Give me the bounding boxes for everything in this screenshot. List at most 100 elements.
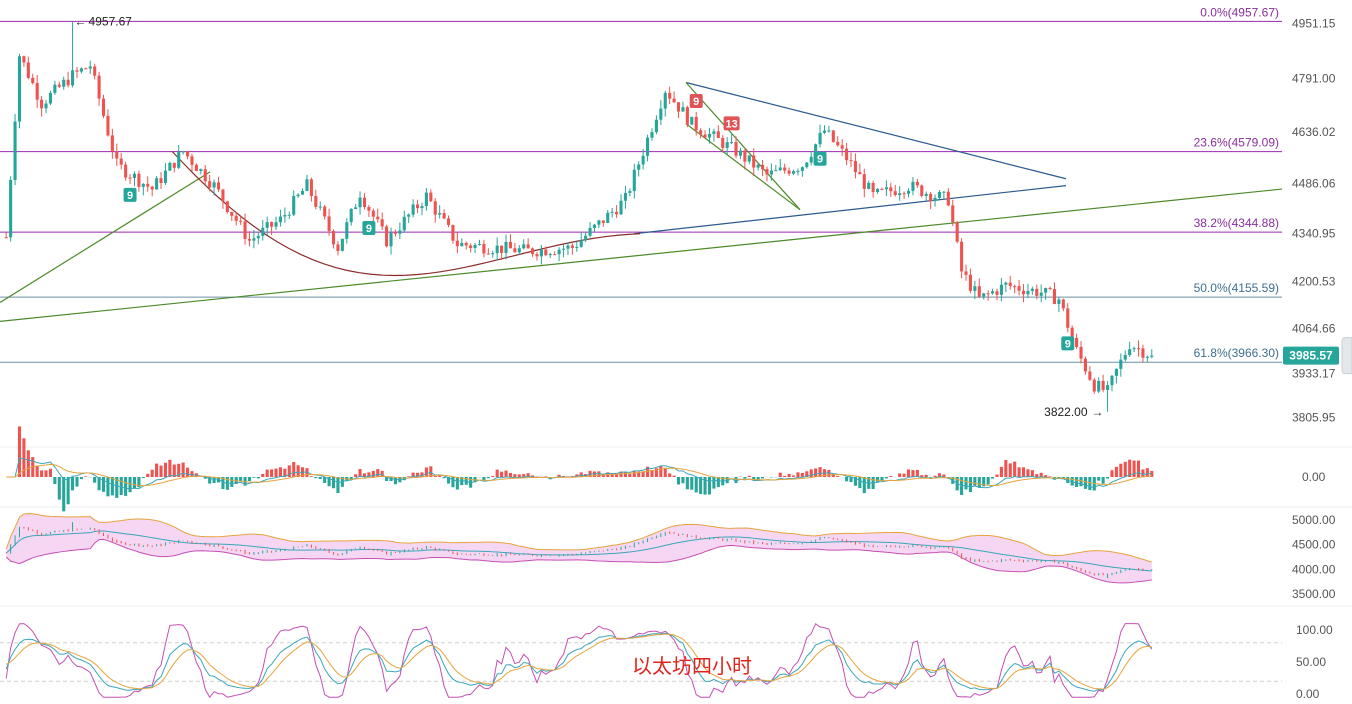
candle-body: [681, 107, 685, 112]
candle-body: [128, 177, 132, 179]
candle-body: [225, 201, 229, 212]
candle-body: [66, 79, 70, 86]
candle-body: [1079, 346, 1083, 359]
candle-body: [31, 77, 35, 84]
candle-body: [168, 162, 172, 171]
candle-body: [1132, 348, 1136, 350]
candle-body: [597, 220, 601, 225]
fib-level-label: 0.0%(4957.67): [1200, 5, 1279, 19]
candle-body: [986, 293, 990, 295]
candle-body: [256, 235, 260, 239]
candle-body: [743, 150, 747, 162]
candle-body: [725, 142, 729, 149]
candle-body: [53, 84, 57, 93]
candle-body: [455, 240, 459, 247]
candle-body: [270, 222, 274, 227]
candle-body: [610, 211, 614, 213]
candle-body: [982, 293, 986, 297]
candle-body: [93, 66, 97, 76]
candle-body: [1035, 288, 1039, 296]
candle-body: [301, 190, 305, 195]
candle-body: [716, 131, 720, 138]
axis-drag-handle[interactable]: [1341, 337, 1352, 375]
candle-body: [44, 103, 48, 109]
candle-body: [163, 170, 167, 184]
price-tick-label: 3805.95: [1292, 410, 1336, 424]
candle-body: [35, 83, 39, 100]
candle-body: [402, 216, 406, 231]
macd-dif-line: [6, 457, 1152, 490]
candle-body: [230, 211, 234, 216]
candle-body: [199, 169, 203, 171]
candle-body: [1066, 308, 1070, 328]
candle-body: [416, 204, 420, 209]
candle-body: [40, 99, 44, 109]
trend-line-green-long: [0, 188, 1283, 323]
candle-body: [424, 192, 428, 207]
candle-body: [606, 212, 610, 223]
candle-body: [1119, 359, 1123, 369]
candle-body: [252, 238, 256, 241]
candle-body: [973, 286, 977, 291]
kdj-tick-label: 100.00: [1296, 623, 1333, 637]
td-mark-label: 9: [693, 96, 699, 108]
candle-body: [685, 107, 689, 125]
kdj-j-line: [5, 622, 1153, 699]
low-marker-label: 3822.00: [1044, 405, 1088, 419]
boll-tick-label: 5000.00: [1292, 513, 1336, 527]
candle-body: [234, 215, 238, 221]
candle-body: [141, 183, 145, 187]
candle-body: [287, 214, 291, 216]
last-price-tag-box: [1283, 346, 1339, 365]
candle-body: [57, 84, 61, 87]
candle-body: [898, 193, 902, 196]
candlesticks[interactable]: [4, 21, 1154, 412]
candle-body: [920, 185, 924, 196]
candle-body: [822, 130, 827, 133]
price-tick-label: 4636.02: [1292, 125, 1336, 139]
candle-body: [778, 167, 782, 171]
td-mark-label: 9: [366, 223, 372, 235]
candle-body: [159, 178, 163, 184]
candle-body: [1150, 355, 1154, 357]
candle-body: [194, 164, 198, 171]
td-mark-box: [1061, 336, 1075, 351]
price-tick-label: 4200.53: [1292, 275, 1336, 289]
candle-body: [305, 179, 309, 191]
candle-body: [283, 215, 287, 217]
last-price-tag: 3985.57: [1283, 337, 1352, 375]
channel-line-lower: [685, 123, 801, 211]
td-sequential-marks: 9 9 9 13 9 9: [123, 94, 1075, 351]
boll-tick-label: 3500.00: [1292, 587, 1336, 601]
candle-body: [557, 249, 561, 255]
last-price-value: 3985.57: [1289, 349, 1333, 363]
candle-body: [1039, 292, 1043, 296]
candle-body: [902, 193, 906, 195]
candle-body: [106, 115, 110, 136]
candle-body: [110, 135, 114, 152]
candle-body: [177, 152, 181, 168]
td-mark-label: 13: [725, 118, 737, 130]
low-marker-arrow: →: [1092, 405, 1104, 419]
candle-body: [216, 182, 221, 190]
panel-separators: [0, 446, 1352, 607]
candle-body: [836, 141, 840, 146]
candle-body: [845, 148, 849, 161]
candle-body: [929, 193, 933, 202]
kdj-k-line: [5, 632, 1153, 692]
candle-body: [208, 181, 212, 188]
bollinger-panel: 5000.00 4500.00 4000.00 3500.00: [5, 513, 1336, 601]
candle-body: [615, 211, 619, 215]
candle-body: [937, 191, 942, 198]
candle-body: [212, 182, 216, 188]
candle-body: [592, 224, 597, 228]
candle-body: [79, 68, 83, 72]
candle-body: [535, 254, 539, 257]
candle-body: [513, 248, 517, 253]
price-tick-label: 4340.95: [1292, 226, 1336, 240]
candle-body: [429, 192, 433, 202]
candle-body: [62, 79, 66, 87]
kdj-d-line: [5, 633, 1152, 690]
candle-body: [628, 191, 632, 193]
